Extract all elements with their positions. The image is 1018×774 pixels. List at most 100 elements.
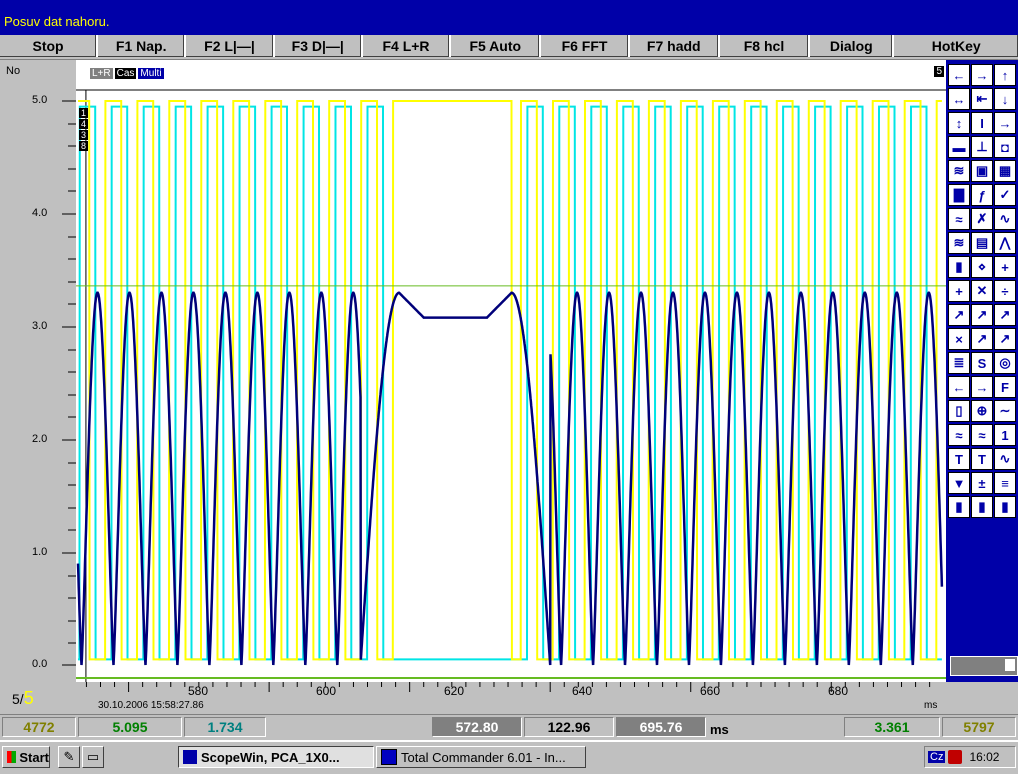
tool-button-icon[interactable]: ▦ <box>994 160 1016 182</box>
tool-button-icon[interactable]: 1 <box>994 424 1016 446</box>
taskbar-app-totalcmd[interactable]: Total Commander 6.01 - In... <box>376 746 586 768</box>
f5-button[interactable]: F5 Auto <box>451 35 542 57</box>
tool-button-icon[interactable]: ◘ <box>994 136 1016 158</box>
tool-button-icon[interactable]: ⋄ <box>971 256 993 278</box>
channel-marker[interactable]: 4 <box>79 119 88 129</box>
tool-button-icon[interactable]: + <box>948 280 970 302</box>
x-axis[interactable]: 580 600 620 640 660 680 30.10.2006 15:58… <box>76 682 946 714</box>
f4-button[interactable]: F4 L+R <box>363 35 452 57</box>
tool-button-icon[interactable]: S <box>971 352 993 374</box>
quicklaunch-desktop-icon[interactable]: ▭ <box>82 746 104 768</box>
tool-button-icon[interactable]: ▮ <box>948 256 970 278</box>
tool-button-icon[interactable]: ÷ <box>994 280 1016 302</box>
time-end-field[interactable]: 695.76 <box>616 717 706 737</box>
tool-button-icon[interactable]: ↗ <box>971 328 993 350</box>
tool-button-icon[interactable]: ▮ <box>971 496 993 518</box>
stop-button[interactable]: Stop <box>0 35 99 57</box>
y-tick-label: 5.0 <box>32 94 48 106</box>
x-tick-label: 600 <box>316 684 337 698</box>
tool-button-icon[interactable]: ⋀ <box>994 232 1016 254</box>
channel-marker[interactable]: 3 <box>79 130 88 140</box>
tool-button-icon[interactable]: + <box>994 256 1016 278</box>
tool-button-icon[interactable]: → <box>971 64 993 86</box>
tool-button-icon[interactable]: ← <box>948 376 970 398</box>
x-axis-row: 5/5 580 600 620 640 660 680 30.10.2006 1… <box>0 682 1018 714</box>
tool-button-icon[interactable]: ⊕ <box>971 400 993 422</box>
tool-button-icon[interactable]: ▣ <box>971 160 993 182</box>
tool-button-icon[interactable]: T <box>948 448 970 470</box>
tool-button-icon[interactable]: ∿ <box>994 208 1016 230</box>
tool-button-icon[interactable]: ✗ <box>971 208 993 230</box>
tool-button-icon[interactable]: ↔ <box>948 88 970 110</box>
tool-button-icon[interactable]: ▮ <box>994 496 1016 518</box>
tool-button-icon[interactable]: ∼ <box>994 400 1016 422</box>
y-tick-label: 1.0 <box>32 546 48 558</box>
f6-button[interactable]: F6 FFT <box>541 35 630 57</box>
tool-button-icon[interactable]: × <box>948 328 970 350</box>
tool-button-icon[interactable]: ⊥ <box>971 136 993 158</box>
f7-button[interactable]: F7 hadd <box>630 35 720 57</box>
tool-button-icon[interactable]: ← <box>948 64 970 86</box>
tool-button-icon[interactable]: ± <box>971 472 993 494</box>
scope-plot-area[interactable]: L+R Cas Multi 5 1 4 3 8 <box>76 60 946 682</box>
tool-button-icon[interactable]: ▬ <box>948 136 970 158</box>
channel-marker[interactable]: 8 <box>79 141 88 151</box>
tool-button-icon[interactable]: ↓ <box>994 88 1016 110</box>
f2-button[interactable]: F2 L|—| <box>186 35 275 57</box>
taskbar: Start ✎ ▭ ScopeWin, PCA_1X0... Total Com… <box>0 740 1018 774</box>
x-tick-label: 580 <box>188 684 209 698</box>
tool-button-icon[interactable]: → <box>994 112 1016 134</box>
tool-button-icon[interactable]: ✓ <box>994 184 1016 206</box>
tool-button-icon[interactable]: ↗ <box>994 304 1016 326</box>
dialog-button[interactable]: Dialog <box>810 35 895 57</box>
scopewin-icon <box>183 750 197 764</box>
tool-button-icon[interactable]: ▤ <box>971 232 993 254</box>
quicklaunch-pen-icon[interactable]: ✎ <box>58 746 80 768</box>
palette-scroll-thumb[interactable] <box>1005 659 1015 671</box>
tool-button-icon[interactable]: ≣ <box>948 352 970 374</box>
tool-button-icon[interactable]: → <box>971 376 993 398</box>
f1-button[interactable]: F1 Nap. <box>98 35 187 57</box>
tool-button-icon[interactable]: ↑ <box>994 64 1016 86</box>
tray-app-icon[interactable] <box>948 750 963 764</box>
start-button[interactable]: Start <box>2 746 50 768</box>
tool-button-icon[interactable]: ≡ <box>994 472 1016 494</box>
tool-button-icon[interactable]: ▯ <box>948 400 970 422</box>
time-span-field[interactable]: 122.96 <box>524 717 614 737</box>
tool-button-icon[interactable]: ≈ <box>971 424 993 446</box>
taskbar-app-scopewin[interactable]: ScopeWin, PCA_1X0... <box>178 746 374 768</box>
tool-button-icon[interactable]: ≋ <box>948 160 970 182</box>
channel-marker[interactable]: 1 <box>79 108 88 118</box>
tool-button-icon[interactable]: ∿ <box>994 448 1016 470</box>
tool-button-icon[interactable]: ≈ <box>948 424 970 446</box>
tool-button-icon[interactable]: ↗ <box>971 304 993 326</box>
chart-svg[interactable] <box>76 60 946 682</box>
tool-button-icon[interactable]: ƒ <box>971 184 993 206</box>
tool-button-icon[interactable]: T <box>971 448 993 470</box>
tool-button-icon[interactable]: ▮ <box>948 496 970 518</box>
x-tick-label: 680 <box>828 684 849 698</box>
tool-button-icon[interactable]: I <box>971 112 993 134</box>
palette-scroll[interactable] <box>950 656 1018 676</box>
tool-button-icon[interactable]: ✕ <box>971 280 993 302</box>
tool-button-icon[interactable]: ↕ <box>948 112 970 134</box>
lr-tag[interactable]: L+R <box>90 68 113 79</box>
tool-button-icon[interactable]: ▼ <box>948 472 970 494</box>
tool-button-icon[interactable]: ⇤ <box>971 88 993 110</box>
tool-button-icon[interactable]: ≈ <box>948 208 970 230</box>
f3-button[interactable]: F3 D|—| <box>275 35 363 57</box>
tool-button-icon[interactable]: ◎ <box>994 352 1016 374</box>
page-indicator: 5/5 <box>12 688 34 709</box>
hotkey-button[interactable]: HotKey <box>894 35 1018 57</box>
tool-button-icon[interactable]: ↗ <box>994 328 1016 350</box>
f8-button[interactable]: F8 hcl <box>720 35 811 57</box>
plot-mode-tags: L+R Cas Multi <box>90 68 164 79</box>
tool-button-icon[interactable]: ≋ <box>948 232 970 254</box>
language-indicator[interactable]: Cz <box>928 751 946 763</box>
time-start-field[interactable]: 572.80 <box>432 717 522 737</box>
cas-tag[interactable]: Cas <box>114 68 137 79</box>
tool-button-icon[interactable]: ↗ <box>948 304 970 326</box>
multi-tag[interactable]: Multi <box>138 68 164 79</box>
tool-button-icon[interactable]: ▇ <box>948 184 970 206</box>
tool-button-icon[interactable]: F <box>994 376 1016 398</box>
